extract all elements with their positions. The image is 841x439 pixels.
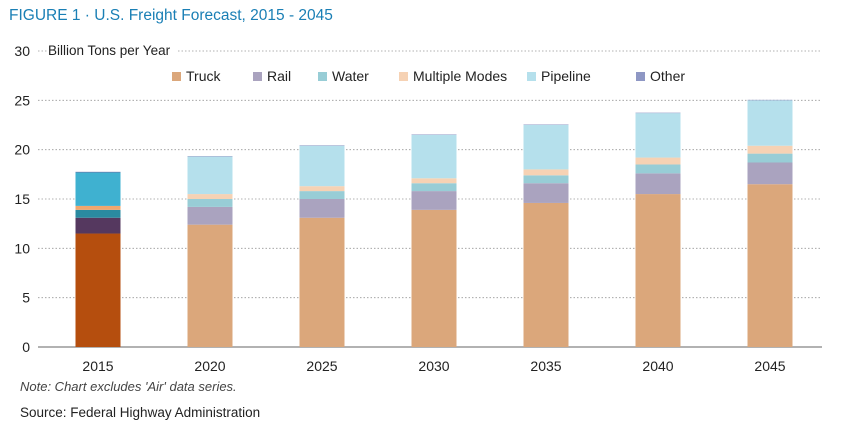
x-tick-label: 2030 — [418, 358, 449, 374]
y-axis-label: Billion Tons per Year — [48, 43, 177, 58]
legend-swatch — [399, 71, 408, 81]
bar-segment-pipeline-2020 — [187, 156, 233, 195]
bar-segment-multiple-modes-2020 — [187, 194, 233, 199]
bar-segment-rail-2025 — [299, 199, 345, 218]
bar-segment-pipeline-2030 — [411, 134, 457, 179]
legend-swatch — [172, 71, 181, 81]
y-axis-ticks: 0 5 10 15 20 25 30 — [14, 43, 30, 355]
bar-segment-water-2015 — [75, 209, 121, 218]
legend-item-truck: Truck — [172, 68, 220, 84]
bar-segment-water-2025 — [299, 191, 345, 199]
y-tick-label: 10 — [14, 240, 30, 256]
legend-label: Pipeline — [541, 68, 591, 84]
bar-segment-truck-2030 — [411, 209, 457, 347]
bar-segment-water-2035 — [523, 175, 569, 184]
bar-segment-pipeline-2045 — [747, 100, 793, 146]
bar-segment-truck-2020 — [187, 224, 233, 347]
y-tick-label: 15 — [14, 191, 30, 207]
legend-item-rail: Rail — [253, 68, 291, 84]
legend-label: Truck — [186, 68, 221, 84]
bar-segment-pipeline-2025 — [299, 145, 345, 187]
bar-segment-water-2020 — [187, 199, 233, 207]
bar-segment-truck-2035 — [523, 202, 569, 347]
x-tick-label: 2035 — [530, 358, 561, 374]
bar-segment-truck-2045 — [747, 184, 793, 347]
legend-label: Other — [650, 68, 686, 84]
y-tick-label: 5 — [22, 290, 30, 306]
x-tick-label: 2025 — [306, 358, 337, 374]
x-axis-ticks: 2015 2020 2025 2030 2035 2040 2045 — [82, 358, 785, 374]
legend-swatch — [318, 71, 327, 81]
legend-swatch — [253, 71, 262, 81]
x-tick-label: 2015 — [82, 358, 113, 374]
y-tick-label: 0 — [22, 339, 30, 355]
bar-segment-multiple-modes-2030 — [411, 178, 457, 184]
legend-swatch — [636, 71, 645, 81]
bar-segment-truck-2025 — [299, 217, 345, 347]
chart-title: FIGURE 1 · U.S. Freight Forecast, 2015 -… — [9, 7, 333, 24]
x-tick-label: 2045 — [754, 358, 785, 374]
chart-note: Note: Chart excludes 'Air' data series. — [20, 379, 237, 394]
bar-segment-rail-2035 — [523, 183, 569, 203]
bar-segment-pipeline-2040 — [635, 113, 681, 158]
bar-segment-multiple-modes-2045 — [747, 145, 793, 154]
legend-label: Multiple Modes — [413, 68, 508, 84]
y-tick-label: 30 — [14, 43, 30, 59]
legend-label: Water — [332, 68, 369, 84]
x-tick-label: 2040 — [642, 358, 673, 374]
bar-segment-water-2045 — [747, 153, 793, 163]
x-tick-label: 2020 — [194, 358, 225, 374]
bar-segment-rail-2045 — [747, 162, 793, 185]
legend-item-water: Water — [318, 68, 369, 84]
bar-segment-rail-2040 — [635, 173, 681, 195]
bar-segment-water-2040 — [635, 164, 681, 174]
bar-segment-multiple-modes-2025 — [299, 186, 345, 192]
legend-item-multiple-modes: Multiple Modes — [399, 68, 507, 84]
bar-segment-multiple-modes-2035 — [523, 169, 569, 176]
y-tick-label: 25 — [14, 92, 30, 108]
legend-item-pipeline: Pipeline — [527, 68, 591, 84]
bar-segment-rail-2020 — [187, 206, 233, 225]
chart-source: Source: Federal Highway Administration — [20, 405, 261, 420]
bar-segment-truck-2015 — [75, 233, 121, 347]
bars — [75, 99, 793, 347]
bar-segment-rail-2030 — [411, 191, 457, 210]
y-tick-label: 20 — [14, 142, 30, 158]
legend-item-other: Other — [636, 68, 685, 84]
bar-segment-rail-2015 — [75, 217, 121, 234]
legend-swatch — [527, 71, 536, 81]
bar-segment-water-2030 — [411, 183, 457, 192]
legend-label: Rail — [267, 68, 292, 84]
bar-segment-pipeline-2015 — [75, 172, 121, 206]
bar-segment-truck-2040 — [635, 194, 681, 347]
bar-segment-pipeline-2035 — [523, 125, 569, 170]
bar-segment-multiple-modes-2015 — [75, 205, 121, 210]
bar-segment-multiple-modes-2040 — [635, 157, 681, 165]
